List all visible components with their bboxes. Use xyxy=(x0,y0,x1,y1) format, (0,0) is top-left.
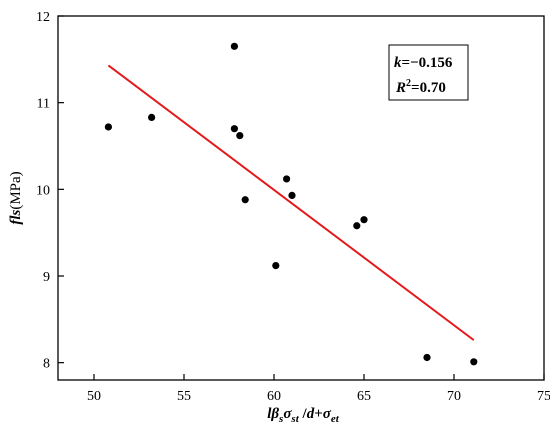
y-axis-ticks: 8 9 10 11 12 xyxy=(36,10,64,372)
data-point xyxy=(148,113,156,121)
r2-superscript: 2 xyxy=(406,78,411,89)
regression-line xyxy=(107,64,475,341)
data-point xyxy=(104,123,112,131)
y-tick-label: 8 xyxy=(43,357,50,372)
y-tick-label: 9 xyxy=(43,270,50,285)
y-axis-label: fls(MPa) xyxy=(8,171,24,224)
x-tick-label: 55 xyxy=(177,389,191,404)
data-point xyxy=(230,42,238,50)
x-tick-label: 70 xyxy=(447,389,461,404)
x-tick-label: 75 xyxy=(537,389,550,404)
x-tick-label: 65 xyxy=(357,389,371,404)
x-axis-label: lβsσst /d+σet xyxy=(267,406,340,425)
k-value: =−0.156 xyxy=(402,55,453,71)
data-point xyxy=(353,222,361,230)
x-axis-ticks: 50 55 60 65 70 75 xyxy=(87,374,550,404)
r2-symbol: R xyxy=(395,80,406,96)
plot-frame xyxy=(57,15,545,381)
data-point xyxy=(241,196,249,204)
data-point xyxy=(272,262,280,270)
y-tick-label: 10 xyxy=(36,183,50,198)
x-tick-label: 50 xyxy=(87,389,101,404)
r2-value: =0.70 xyxy=(411,80,446,96)
data-point xyxy=(360,216,368,224)
data-point xyxy=(423,353,431,362)
data-point xyxy=(288,191,296,199)
data-point xyxy=(236,132,244,140)
y-tick-label: 12 xyxy=(36,10,50,25)
r2-annotation: R2=0.70 xyxy=(395,78,446,96)
data-point xyxy=(283,175,291,183)
regression-annotation: k=−0.156 R2=0.70 xyxy=(388,44,469,101)
annotation-box xyxy=(388,44,469,101)
x-tick-label: 60 xyxy=(267,389,281,404)
k-symbol: k xyxy=(394,55,402,71)
data-point xyxy=(230,125,238,133)
y-tick-label: 11 xyxy=(37,97,50,112)
data-point xyxy=(470,358,478,366)
data-points xyxy=(104,42,478,366)
k-annotation: k=−0.156 xyxy=(394,55,453,71)
